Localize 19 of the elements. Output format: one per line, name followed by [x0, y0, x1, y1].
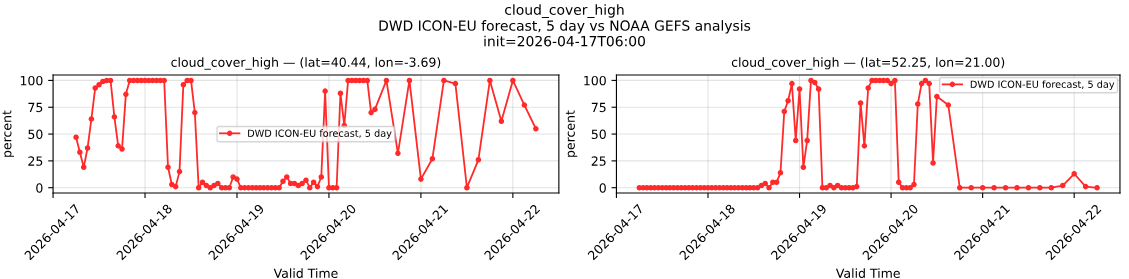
y-tick-label: 100 [20, 75, 43, 86]
y-tick-label: 50 [28, 129, 43, 139]
legend-label: DWD ICON-EU forecast, 5 day [248, 129, 392, 139]
y-tick-label: 50 [591, 129, 606, 139]
chart-title: cloud_cover_high — (lat=52.25, lon=21.00) [731, 57, 1005, 70]
chart-title: cloud_cover_high — (lat=40.44, lon=-3.69) [171, 57, 441, 70]
y-tick-label: 100 [584, 75, 606, 86]
legend-label: DWD ICON-EU forecast, 5 day [970, 80, 1115, 90]
x-axis-title: Valid Time [273, 268, 338, 278]
y-axis-title: percent [2, 110, 14, 157]
y-tick-label: 25 [28, 156, 43, 166]
y-tick-label: 25 [591, 156, 606, 166]
y-tick-label: 75 [28, 102, 43, 113]
y-tick-label: 0 [36, 183, 43, 193]
x-axis-title: Valid Time [835, 268, 900, 278]
text: cloud_cover_high DWD ICON-EU forecast, 5 day vs NOAA GEFS analysis init=2026-04-17T06:00 [379, 4, 751, 47]
y-tick-label: 0 [599, 183, 606, 193]
y-tick-label: 75 [591, 102, 606, 113]
y-axis-title: percent [565, 110, 578, 157]
